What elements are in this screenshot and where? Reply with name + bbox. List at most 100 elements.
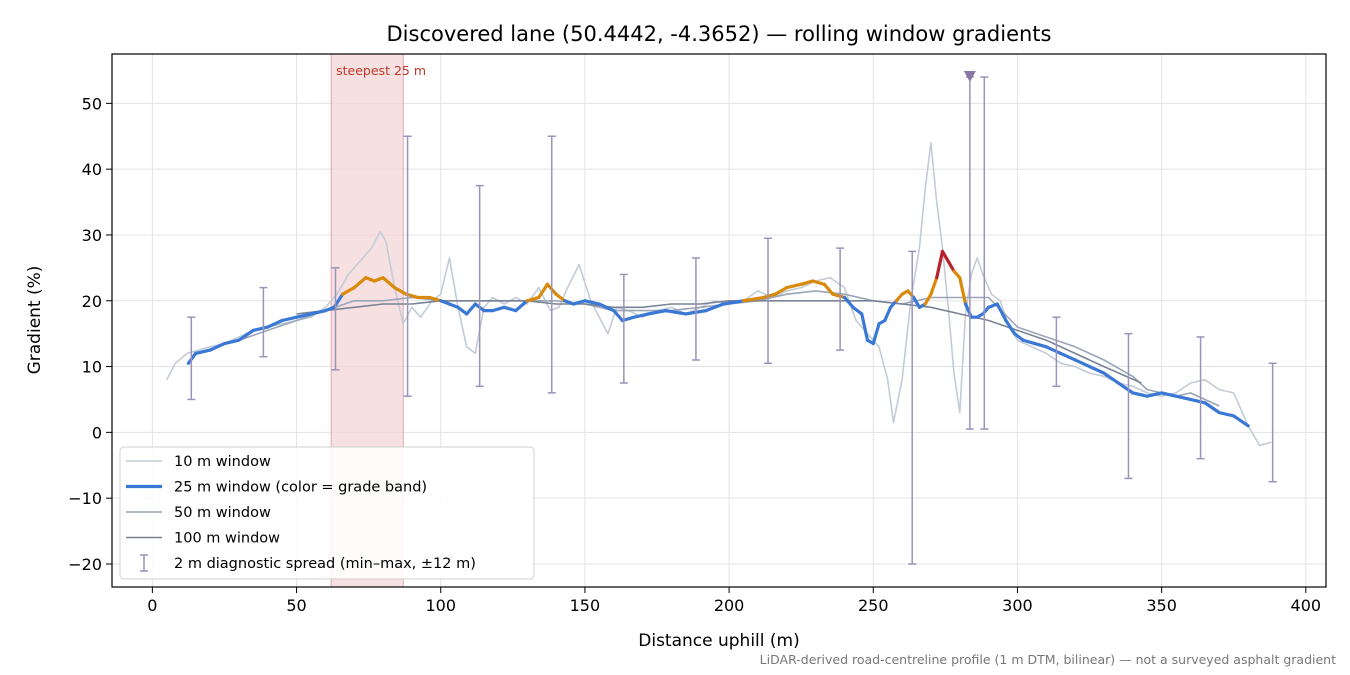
errorbar [1196,336,1205,460]
errorbar [1124,332,1133,480]
y-tick-label: 20 [82,292,102,311]
series-25m-segment [912,295,922,309]
series-25m-segment [811,279,826,286]
series-25m-segment [721,299,746,306]
legend-label: 100 m window [174,531,280,547]
legend-box [119,446,535,580]
x-tick-label: 400 [1291,596,1322,615]
series-25m-segment [1033,341,1048,349]
series-25m-segment [940,249,950,263]
series-25m-segment [502,305,518,313]
x-tick-label: 200 [714,596,745,615]
series-100m-window-line [296,299,1142,384]
series-25m-segment [741,295,766,303]
series-25m-segment [1174,394,1193,402]
y-tick-label: −20 [68,555,102,574]
legend: 10 m window 25 m window (color = grade ba… [119,446,535,580]
series-25m-segment [923,292,933,306]
peak-marker-triangle [963,71,976,83]
series-25m-segment [1116,381,1135,395]
legend-entry: 25 m window (color = grade band) [126,480,427,496]
legend-entry: 10 m window [126,454,271,470]
series-25m-segment [266,318,284,329]
legend-label: 25 m window (color = grade band) [174,480,427,496]
series-25m-segment [1059,351,1077,362]
errorbar [1268,362,1277,483]
steepest-band-label: steepest 25 m [336,63,426,78]
series-25m-segment [883,305,893,323]
series-25m-segment [842,295,855,309]
series-25m-segment [1217,411,1236,418]
series-25m-segment [1021,338,1037,346]
series-25m-segment [456,305,469,316]
errorbar [965,76,974,430]
diagnostic-spread-errorbars [187,76,1277,565]
x-tick-label: 50 [286,596,306,615]
series-25m-segment [392,285,408,296]
series-25m-segment [208,341,227,352]
y-tick-label: 0 [92,423,102,442]
legend-label: 10 m window [174,454,271,470]
y-tick-label: 30 [82,226,102,245]
series-25m-segment [1004,318,1017,336]
series-25m-segment [822,282,835,296]
legend-entry: 2 m diagnostic spread (min–max, ±12 m) [140,554,476,572]
errorbar [619,273,628,384]
series-25m-segment [1073,358,1092,369]
x-tick-label: 350 [1146,596,1177,615]
series-25m-segment [773,285,789,296]
series-25m-segment [935,249,945,280]
errorbar [475,184,484,388]
legend-entry: 100 m window [126,531,280,547]
series-25m-segment [352,276,368,290]
errorbar [187,316,196,401]
series-25m-segment [704,302,725,313]
series-25m-segment [831,292,847,300]
series-25m-segment [597,302,616,313]
series-25m-segment [1044,345,1063,356]
y-tick-label: 40 [82,160,102,179]
series-layer [166,142,1272,447]
x-tick-label: 250 [858,596,889,615]
series-25m-segment [381,276,397,290]
series-25m-segment [194,348,212,356]
series-25m-segment [860,312,870,342]
series-25m-segment [762,292,777,300]
series-25m-segment [1012,332,1025,342]
series-25m-segment [1102,371,1120,385]
errorbar [259,286,268,358]
series-25m-segment [465,302,477,316]
series-25m-segment [1188,397,1207,405]
errorbar [764,237,773,365]
series-25m-segment [537,282,550,300]
errorbar [331,267,340,371]
series-25m-segment [929,276,939,296]
y-axis-label: Gradient (%) [25,266,45,375]
series-25m-segment [799,279,815,286]
errorbar [691,257,700,361]
series-25m-segment [514,299,529,313]
series-25m-segment [571,299,587,306]
series-25m-segment [871,322,881,346]
errorbar [1052,316,1061,388]
series-25m-segment [491,305,506,313]
x-axis-label: Distance uphill (m) [638,631,799,651]
series-25m-segment [1131,391,1149,398]
series-25m-segment [785,282,803,290]
series-25m-segment [612,309,624,323]
y-tick-label: 10 [82,358,102,377]
legend-entry: 50 m window [126,505,271,521]
series-25m-segment [1232,414,1250,428]
series-25m-segment [251,325,270,332]
series-25m-segment [664,309,688,316]
series-25m-segment [958,276,968,306]
series-25m-segment [1087,364,1106,375]
x-tick-label: 0 [147,596,157,615]
series-25m-segment [294,312,313,319]
x-tick-label: 100 [425,596,456,615]
errorbar [836,247,845,351]
legend-label: 2 m diagnostic spread (min–max, ±12 m) [174,556,476,572]
series-25m-segment [222,338,241,346]
series-25m-segment [851,305,864,316]
series-25m-segment [1160,391,1178,398]
